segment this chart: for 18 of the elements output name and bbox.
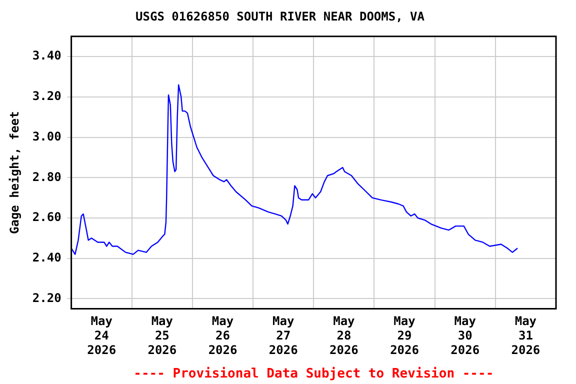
y-tick-label: 3.40 (32, 48, 62, 63)
x-tick-label: May 31 2026 (511, 314, 540, 357)
chart-title: USGS 01626850 SOUTH RIVER NEAR DOOMS, VA (136, 9, 426, 24)
text: ---- Provisional Data Subject to Revision ---- (134, 366, 494, 382)
x-tick-label: May 29 2026 (390, 314, 419, 357)
x-tick-label: May 30 2026 (450, 314, 480, 357)
x-tick-label: May 25 2026 (148, 314, 177, 357)
y-tick-label: 3.20 (32, 89, 62, 104)
y-tick-label: 2.20 (32, 290, 62, 305)
y-tick-label: 2.80 (32, 170, 62, 184)
y-tick-label: 2.60 (32, 210, 62, 224)
x-tick-label: May 27 2026 (268, 314, 298, 357)
x-tick-label: May 26 2026 (208, 314, 238, 357)
x-tick-label: May 28 2026 (329, 314, 358, 357)
y-tick-label: 3.00 (32, 129, 62, 144)
y-tick-label: 2.40 (32, 250, 62, 264)
y-axis-title: Gage height, feet (7, 111, 22, 234)
x-tick-label: May 24 2026 (87, 314, 116, 357)
